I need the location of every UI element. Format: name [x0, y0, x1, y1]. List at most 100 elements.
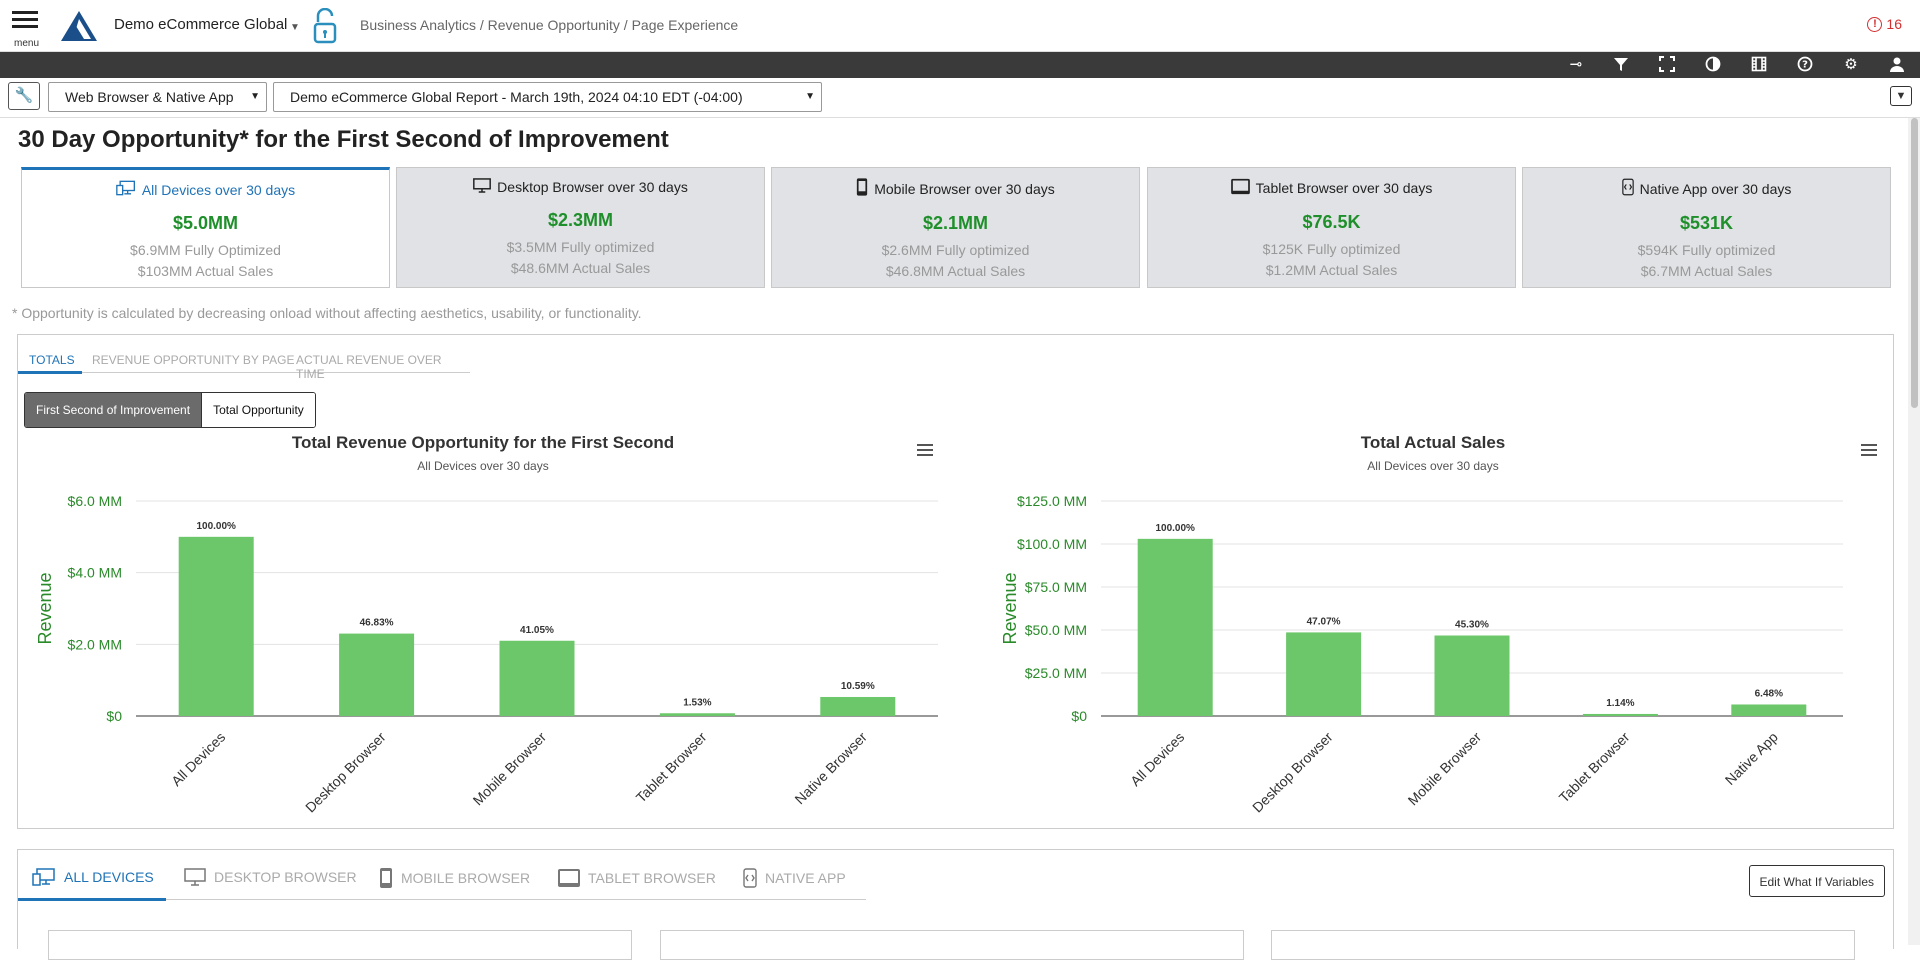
toolbar: ⊸ ? ⚙ [0, 52, 1920, 78]
contrast-icon[interactable] [1703, 56, 1723, 74]
scrollbar-thumb[interactable] [1911, 118, 1918, 408]
x-tick-label: Native Browser [791, 729, 870, 808]
data-label: 45.30% [1455, 620, 1489, 631]
breadcrumb: Business Analytics / Revenue Opportunity… [360, 17, 739, 33]
tab-all-devices[interactable]: ALL DEVICES [32, 868, 154, 886]
bar [499, 640, 575, 716]
org-dropdown-icon[interactable]: ▼ [290, 22, 300, 33]
active-tab-indicator [18, 371, 82, 374]
card-desktop-browser[interactable]: Desktop Browser over 30 days $2.3MM $3.5MM… [396, 167, 765, 288]
x-tick-label: Mobile Browser [470, 729, 550, 809]
actual-sales-chart: Total Actual Sales All Devices over 30 d… [963, 433, 1893, 828]
card-native-app[interactable]: Native App over 30 days $531K $594K Fully … [1522, 167, 1891, 288]
platform-select-value: Web Browser & Native App [65, 89, 234, 105]
card-optimized: $2.6MM Fully optimized [881, 242, 1030, 258]
mobile-icon [856, 178, 868, 199]
settings-gear-icon[interactable]: ⚙ [1844, 56, 1858, 73]
tab-revenue-opportunity-by-page[interactable]: REVENUE OPPORTUNITY BY PAGE [92, 353, 295, 367]
alert-indicator[interactable]: ! 16 [1867, 16, 1902, 32]
chart-title: Total Revenue Opportunity for the First … [291, 433, 675, 452]
card-actual-sales: $46.8MM Actual Sales [885, 263, 1026, 279]
card-title-text: Desktop Browser over 30 days [497, 179, 688, 195]
fullscreen-icon[interactable] [1657, 56, 1677, 74]
org-name[interactable]: Demo eCommerce Global [114, 16, 288, 33]
native-app-icon [1621, 178, 1634, 199]
tab-tablet-browser[interactable]: TABLET BROWSER [558, 868, 716, 888]
x-tick-label: Native App [1722, 729, 1781, 788]
chart-menu-icon[interactable] [1861, 444, 1877, 458]
mobile-icon [380, 868, 392, 888]
card-value: $2.1MM [922, 213, 989, 233]
y-tick-label: $75.0 MM [1025, 579, 1087, 595]
tab-label: ALL DEVICES [64, 869, 154, 885]
filter-row: 🔧 Web Browser & Native App ▼ Demo eComme… [0, 78, 1920, 118]
card-detail: $3.5MM Fully optimized $48.6MM Actual Sal… [397, 237, 764, 279]
opportunity-chart: Total Revenue Opportunity for the First … [18, 433, 958, 828]
card-title: Desktop Browser over 30 days [397, 178, 764, 196]
card-title-text: Mobile Browser over 30 days [874, 180, 1055, 197]
report-select[interactable]: Demo eCommerce Global Report - March 19t… [273, 82, 822, 112]
tab-mobile-browser[interactable]: MOBILE BROWSER [379, 868, 530, 888]
card-detail: $594K Fully optimized $6.7MM Actual Sales [1523, 240, 1890, 282]
actual-sales-chart-svg: $0 $25.0 MM $50.0 MM $75.0 MM $100.0 MM $125.… [1000, 493, 1843, 815]
bar [1137, 538, 1213, 716]
user-icon[interactable] [1887, 56, 1907, 74]
data-label: 100.00% [1155, 523, 1195, 534]
card-actual-sales: $48.6MM Actual Sales [510, 260, 651, 276]
chart-menu-icon[interactable] [917, 444, 933, 458]
report-select-value: Demo eCommerce Global Report - March 19t… [290, 89, 743, 105]
collapse-toggle-button[interactable]: ▼ [1890, 86, 1912, 106]
device-subcard [1271, 930, 1855, 960]
tablet-icon [558, 869, 580, 887]
all-devices-icon [116, 180, 136, 199]
menu-button[interactable]: menu [12, 8, 40, 49]
wrench-icon[interactable]: 🔧 [8, 82, 40, 110]
unlock-icon[interactable] [312, 8, 340, 44]
bar [339, 633, 415, 716]
filter-icon[interactable] [1611, 56, 1631, 74]
chevron-down-icon: ▼ [250, 91, 260, 102]
card-title: Mobile Browser over 30 days [772, 178, 1139, 199]
help-icon[interactable]: ? [1795, 56, 1815, 74]
tab-label: NATIVE APP [765, 870, 846, 886]
tab-desktop-browser[interactable]: DESKTOP BROWSER [184, 868, 357, 886]
card-value: $76.5K [1302, 212, 1361, 232]
total-opportunity-button[interactable]: Total Opportunity [202, 393, 315, 427]
svg-text:?: ? [1802, 60, 1808, 71]
card-all-devices[interactable]: All Devices over 30 days $5.0MM $6.9MM Ful… [21, 167, 390, 288]
chart-subtitle: All Devices over 30 days [417, 459, 549, 473]
card-actual-sales: $6.7MM Actual Sales [1640, 263, 1773, 279]
bar [659, 713, 735, 716]
pin-icon[interactable]: ⊸ [1569, 56, 1583, 73]
brand-logo [61, 11, 97, 41]
card-title: Native App over 30 days [1523, 178, 1890, 199]
edit-what-if-button[interactable]: Edit What If Variables [1748, 865, 1885, 897]
native-app-icon [743, 868, 757, 888]
scrollbar[interactable] [1908, 118, 1920, 945]
tab-native-app[interactable]: NATIVE APP [743, 868, 846, 888]
y-tick-label: $4.0 MM [68, 565, 122, 581]
tab-totals[interactable]: TOTALS [29, 353, 75, 367]
tablet-icon [1230, 178, 1250, 198]
card-mobile-browser[interactable]: Mobile Browser over 30 days $2.1MM $2.6MM … [771, 167, 1140, 288]
platform-select[interactable]: Web Browser & Native App ▼ [48, 82, 267, 112]
device-subcard [660, 930, 1244, 960]
card-tablet-browser[interactable]: Tablet Browser over 30 days $76.5K $125K F… [1147, 167, 1516, 288]
x-tick-label: All Devices [1127, 729, 1187, 789]
alert-icon: ! [1867, 16, 1883, 32]
totals-panel: TOTALS REVENUE OPPORTUNITY BY PAGE ACTUA… [17, 334, 1894, 829]
bar [1582, 713, 1658, 716]
all-devices-icon [32, 868, 55, 886]
tab-actual-revenue-over-time[interactable]: ACTUAL REVENUE OVER TIME [296, 353, 442, 381]
x-tick-label: Mobile Browser [1405, 729, 1485, 809]
bar [178, 536, 254, 716]
card-value: $2.3MM [547, 210, 614, 230]
data-label: 100.00% [196, 521, 236, 532]
data-label: 1.53% [683, 697, 711, 708]
first-second-button[interactable]: First Second of Improvement [25, 393, 203, 427]
film-icon[interactable] [1749, 56, 1769, 74]
card-actual-sales: $103MM Actual Sales [137, 263, 274, 279]
card-title: All Devices over 30 days [22, 180, 389, 199]
y-axis-label: Revenue [35, 572, 55, 644]
desktop-icon [184, 868, 206, 886]
